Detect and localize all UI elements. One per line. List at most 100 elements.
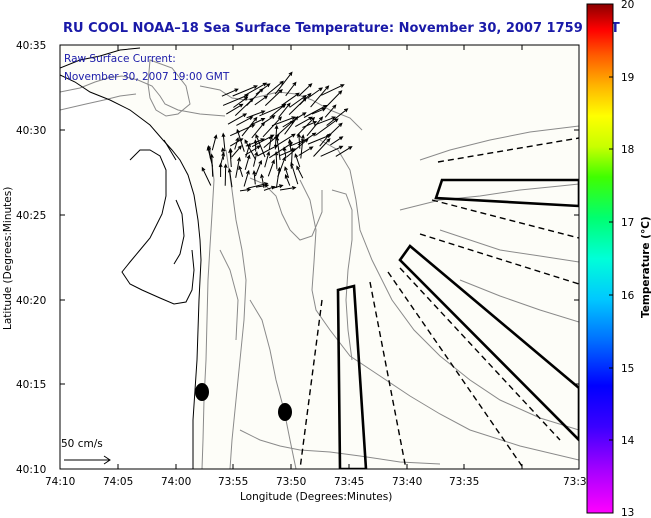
figure-title: RU COOL NOAA–18 Sea Surface Temperature:… <box>63 21 620 36</box>
current-arrow <box>330 136 344 146</box>
current-arrow <box>288 97 307 115</box>
temperature-colorbar: 20 19 18 17 16 15 14 13 Temperature (°C) <box>586 0 651 518</box>
x-tick-label: 74:10 <box>45 476 75 488</box>
current-arrow <box>226 103 244 115</box>
x-axis-label: Longitude (Degrees:Minutes) <box>240 491 392 503</box>
current-arrow <box>326 108 349 126</box>
y-axis-label: Latitude (Degrees:Minutes) <box>2 187 14 330</box>
y-tick-label: 40:30 <box>16 125 46 137</box>
current-arrow <box>284 115 299 135</box>
current-arrow <box>298 83 313 97</box>
x-tick-label: 73:40 <box>392 476 422 488</box>
current-arrow <box>264 150 271 168</box>
y-axis: 40:35 40:30 40:25 40:20 40:15 40:10 Lati… <box>2 40 579 476</box>
current-arrow <box>211 134 218 151</box>
current-arrow <box>271 184 284 189</box>
current-arrow <box>315 118 339 136</box>
current-arrow <box>262 116 282 138</box>
current-arrow <box>297 133 302 149</box>
current-arrow <box>325 90 343 108</box>
current-arrow <box>300 134 305 159</box>
x-tick-label: 74:05 <box>103 476 133 488</box>
x-tick-label: 73:50 <box>276 476 306 488</box>
current-arrow <box>236 128 245 152</box>
current-arrow <box>289 94 307 108</box>
current-arrow <box>275 136 281 161</box>
current-arrow <box>324 104 337 118</box>
current-arrow <box>284 166 290 178</box>
x-tick-label: 73:35 <box>449 476 479 488</box>
current-arrow <box>279 186 297 191</box>
current-arrow <box>255 183 270 188</box>
current-arrow <box>282 112 307 128</box>
colorbar-tick: 13 <box>621 507 634 518</box>
x-tick-label: 73:3 <box>563 476 587 488</box>
current-arrow <box>243 169 250 187</box>
y-tick-label: 40:20 <box>16 295 46 307</box>
land-area <box>60 45 201 469</box>
y-tick-label: 40:15 <box>16 379 46 391</box>
current-arrow <box>235 156 241 178</box>
current-arrow <box>288 138 292 151</box>
current-arrow <box>251 118 266 125</box>
x-axis: 74:10 74:05 74:00 73:55 73:50 73:45 73:4… <box>45 45 587 503</box>
current-arrow <box>271 116 296 127</box>
current-arrow <box>238 165 244 177</box>
x-tick-label: 74:00 <box>161 476 191 488</box>
current-arrow <box>253 151 259 167</box>
current-arrow <box>296 116 316 136</box>
current-arrow <box>268 134 273 150</box>
map-features <box>60 45 579 469</box>
current-arrow <box>251 121 266 139</box>
current-arrow <box>236 116 254 126</box>
current-arrow <box>227 167 233 188</box>
colorbar-tick: 20 <box>621 0 634 11</box>
current-arrow <box>244 154 251 170</box>
current-arrow <box>319 133 331 147</box>
current-arrow <box>274 150 279 170</box>
current-arrow <box>311 107 327 115</box>
current-arrow <box>223 163 228 186</box>
y-tick-label: 40:35 <box>16 40 46 52</box>
station-marker <box>278 403 292 421</box>
current-arrow <box>221 88 239 97</box>
coastline <box>60 47 202 469</box>
current-arrow <box>274 124 279 150</box>
current-arrow <box>209 153 214 177</box>
current-arrow <box>278 102 291 118</box>
current-arrow <box>221 132 226 152</box>
current-arrow <box>232 85 258 97</box>
current-arrow <box>295 116 313 128</box>
current-arrow <box>254 159 263 177</box>
current-arrow <box>201 166 212 186</box>
current-arrow <box>241 116 258 137</box>
colorbar-gradient <box>586 3 614 514</box>
current-arrow <box>284 174 291 186</box>
current-arrow <box>227 113 248 125</box>
bathymetry-contours <box>60 59 579 469</box>
current-arrow <box>228 148 233 168</box>
colorbar-tick: 19 <box>621 72 634 84</box>
current-arrow <box>244 82 268 97</box>
current-arrow <box>282 146 287 159</box>
colorbar-tick: 15 <box>621 363 634 375</box>
current-time: November 30, 2007 19:00 GMT <box>64 71 230 83</box>
colorbar-tick: 14 <box>621 435 635 447</box>
current-arrow <box>266 80 284 95</box>
current-arrow <box>234 97 254 116</box>
current-arrow <box>239 187 252 192</box>
y-tick-label: 40:10 <box>16 464 46 476</box>
current-arrow <box>303 104 328 118</box>
x-tick-label: 73:45 <box>334 476 364 488</box>
current-arrow <box>306 116 324 137</box>
current-arrow <box>269 103 287 118</box>
current-arrow <box>244 139 257 160</box>
current-arrow <box>231 145 242 158</box>
current-arrow <box>267 159 275 177</box>
scale-arrow <box>64 455 111 465</box>
current-arrow <box>296 165 304 179</box>
x-tick-label: 73:55 <box>218 476 248 488</box>
current-arrow <box>274 71 293 95</box>
scale-label: 50 cm/s <box>61 438 103 450</box>
